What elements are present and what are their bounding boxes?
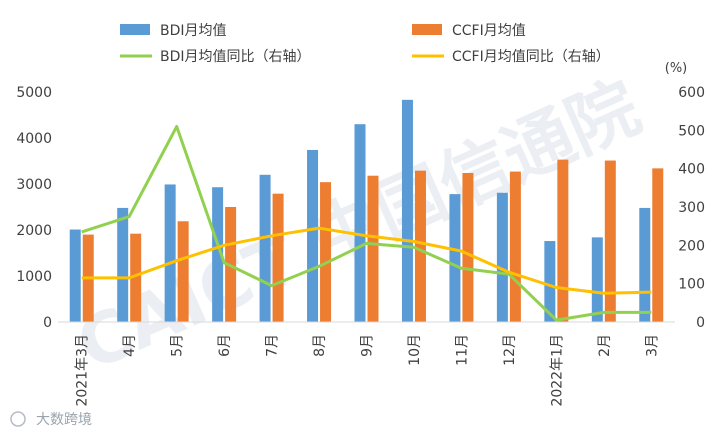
line-series-group xyxy=(81,125,652,322)
x-tick-label: 6月 xyxy=(217,334,233,357)
bdi-bar xyxy=(69,229,81,322)
ccfi-bar xyxy=(367,175,379,322)
legend-swatch xyxy=(120,24,150,35)
source-watermark: 大数跨境 xyxy=(36,412,92,428)
legend-label: BDI月均值 xyxy=(160,23,227,39)
bdi-bar xyxy=(164,184,176,322)
x-tick-label: 10月 xyxy=(407,334,423,366)
ccfi-bar xyxy=(130,233,142,322)
bdi-bar xyxy=(544,241,556,322)
x-tick-label: 4月 xyxy=(122,334,138,357)
right-y-tick: 300 xyxy=(678,200,705,216)
bdi-bar xyxy=(496,192,508,322)
x-tick-label: 11月 xyxy=(454,334,470,366)
ccfi-yoy-line xyxy=(81,226,652,295)
bdi-bar xyxy=(401,99,413,322)
legend-label: CCFI月均值 xyxy=(452,23,526,39)
x-tick-label: 9月 xyxy=(360,334,376,357)
x-tick-label: 8月 xyxy=(312,334,328,357)
legend-label: CCFI月均值同比（右轴） xyxy=(452,49,610,65)
bdi-bar xyxy=(307,149,319,322)
ccfi-bar xyxy=(557,159,569,322)
legend-label: BDI月均值同比（右轴） xyxy=(160,49,311,65)
left-y-tick: 3000 xyxy=(16,177,52,193)
left-y-tick: 1000 xyxy=(16,269,52,285)
bdi-bar xyxy=(354,124,366,322)
ccfi-bar xyxy=(414,170,426,322)
legend: BDI月均值 CCFI月均值 BDI月均值同比（右轴） CCFI月均值同比（右轴） xyxy=(120,23,610,65)
bdi-bar xyxy=(212,187,224,322)
bdi-yoy-line xyxy=(81,125,652,322)
left-y-tick: 0 xyxy=(43,315,52,331)
left-y-tick: 4000 xyxy=(16,131,52,147)
bdi-bar xyxy=(449,194,461,322)
bdi-bar xyxy=(259,174,271,322)
bdi-bar xyxy=(591,237,603,322)
x-tick-label: 12月 xyxy=(502,334,518,366)
x-tick-label: 2022年1月 xyxy=(549,334,565,407)
ccfi-bar xyxy=(652,168,664,322)
x-tick-label: 2021年3月 xyxy=(75,334,91,407)
x-tick-label: 5月 xyxy=(170,334,186,357)
ccfi-bar xyxy=(604,160,616,322)
x-tick-label: 7月 xyxy=(265,334,281,357)
bdi-bar xyxy=(117,207,129,322)
right-y-tick: 500 xyxy=(678,123,705,139)
ccfi-bar xyxy=(177,221,189,322)
right-y-tick: 600 xyxy=(678,85,705,101)
source-logo-icon xyxy=(10,411,26,427)
legend-swatch xyxy=(412,24,442,35)
right-axis-unit: (%) xyxy=(665,61,688,76)
right-y-tick: 0 xyxy=(696,315,705,331)
ccfi-bar xyxy=(272,193,284,322)
right-y-tick: 200 xyxy=(678,238,705,254)
right-y-tick: 400 xyxy=(678,162,705,178)
ccfi-bar xyxy=(462,172,474,322)
x-tick-label: 2月 xyxy=(597,334,613,357)
x-tick-label: 3月 xyxy=(644,334,660,357)
bar-series-group xyxy=(69,99,664,322)
axes: 0 1000 2000 3000 4000 5000 0 100 200 300 400 500 600… xyxy=(16,85,705,407)
left-y-tick: 5000 xyxy=(16,85,52,101)
bdi-bar xyxy=(639,207,651,322)
left-y-tick: 2000 xyxy=(16,223,52,239)
ccfi-bar xyxy=(509,171,521,322)
right-y-tick: 100 xyxy=(678,277,705,293)
ccfi-bar xyxy=(320,182,332,322)
